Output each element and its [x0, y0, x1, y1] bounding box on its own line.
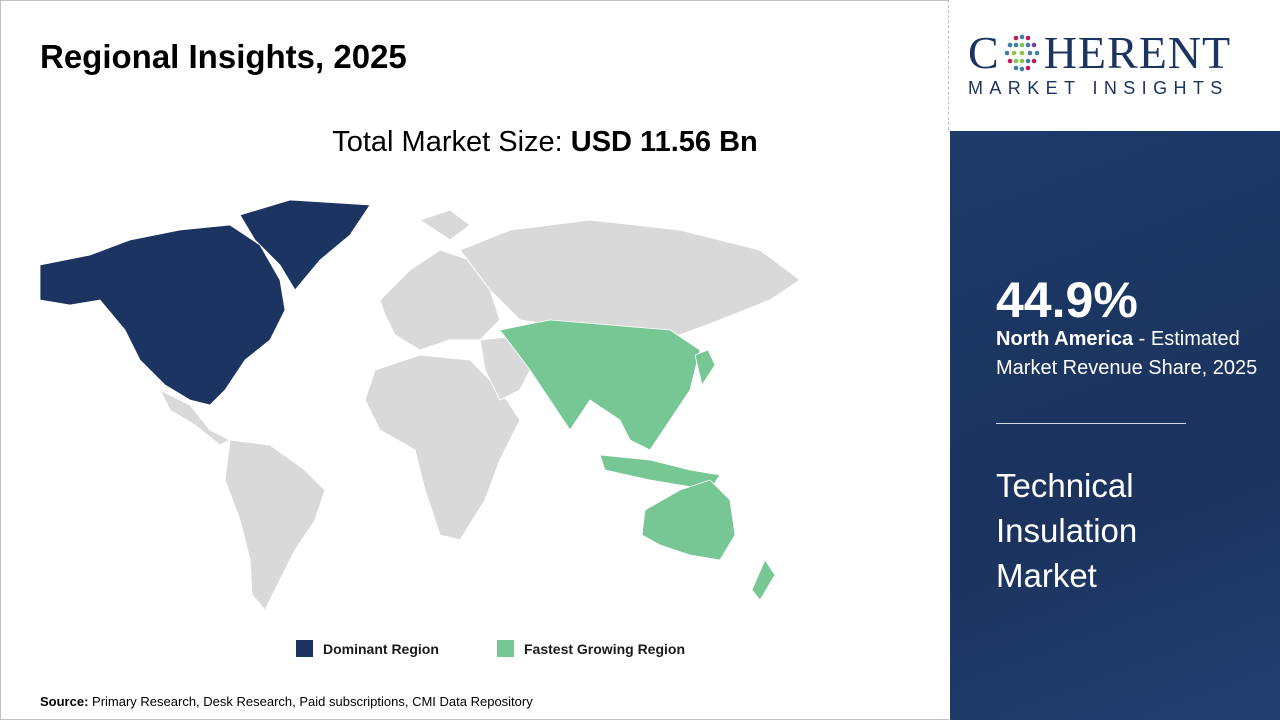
company-logo: C HERENT MARKET INSIGHTS: [968, 30, 1231, 99]
region-name: North America: [996, 328, 1134, 350]
map-asia-pacific: [499, 319, 701, 451]
page-title: Regional Insights, 2025: [40, 38, 407, 75]
market-size-value: USD 11.56 Bn: [570, 126, 758, 158]
world-map: [39, 199, 801, 611]
map-greenland-small: [418, 209, 471, 241]
map-new-zealand: [751, 559, 776, 601]
legend-dominant: Dominant Region: [296, 640, 439, 657]
panel-divider: [996, 423, 1186, 424]
map-central-america: [158, 388, 232, 446]
market-size-label: Total Market Size:: [332, 126, 571, 158]
fastest-swatch: [497, 640, 514, 657]
legend-fastest: Fastest Growing Region: [497, 640, 685, 657]
logo-text: HERENT: [1043, 27, 1232, 78]
legend-label: Dominant Region: [323, 640, 439, 657]
map-africa: [364, 354, 521, 541]
map-japan: [694, 349, 716, 387]
map-indonesia: [599, 454, 721, 491]
share-description: North America - Estimated Market Revenue…: [996, 325, 1276, 383]
legend-label: Fastest Growing Region: [524, 640, 686, 657]
share-desc-text: - Estimated Market Revenue Share, 2025: [996, 328, 1258, 379]
logo-subtitle: MARKET INSIGHTS: [968, 78, 1229, 98]
market-name: Technical Insulation Market: [996, 467, 1138, 594]
map-north-america: [39, 224, 286, 406]
map-russia: [459, 219, 801, 336]
source-note: Source: Primary Research, Desk Research,…: [40, 694, 533, 709]
share-percent: 44.9%: [996, 272, 1138, 328]
map-south-america: [224, 439, 326, 611]
insight-panel: 44.9% North America - Estimated Market R…: [950, 131, 1280, 720]
map-greenland: [239, 199, 371, 291]
total-market-size: Total Market Size: USD 11.56 Bn: [0, 126, 1090, 159]
dominant-swatch: [296, 640, 313, 657]
divider: [948, 0, 949, 130]
source-label: Source:: [40, 694, 89, 709]
map-europe: [379, 249, 501, 351]
source-text: Primary Research, Desk Research, Paid su…: [88, 694, 533, 709]
map-australia: [641, 479, 736, 561]
logo-letter: C: [968, 27, 1000, 78]
globe-dots-icon: [1004, 34, 1039, 72]
